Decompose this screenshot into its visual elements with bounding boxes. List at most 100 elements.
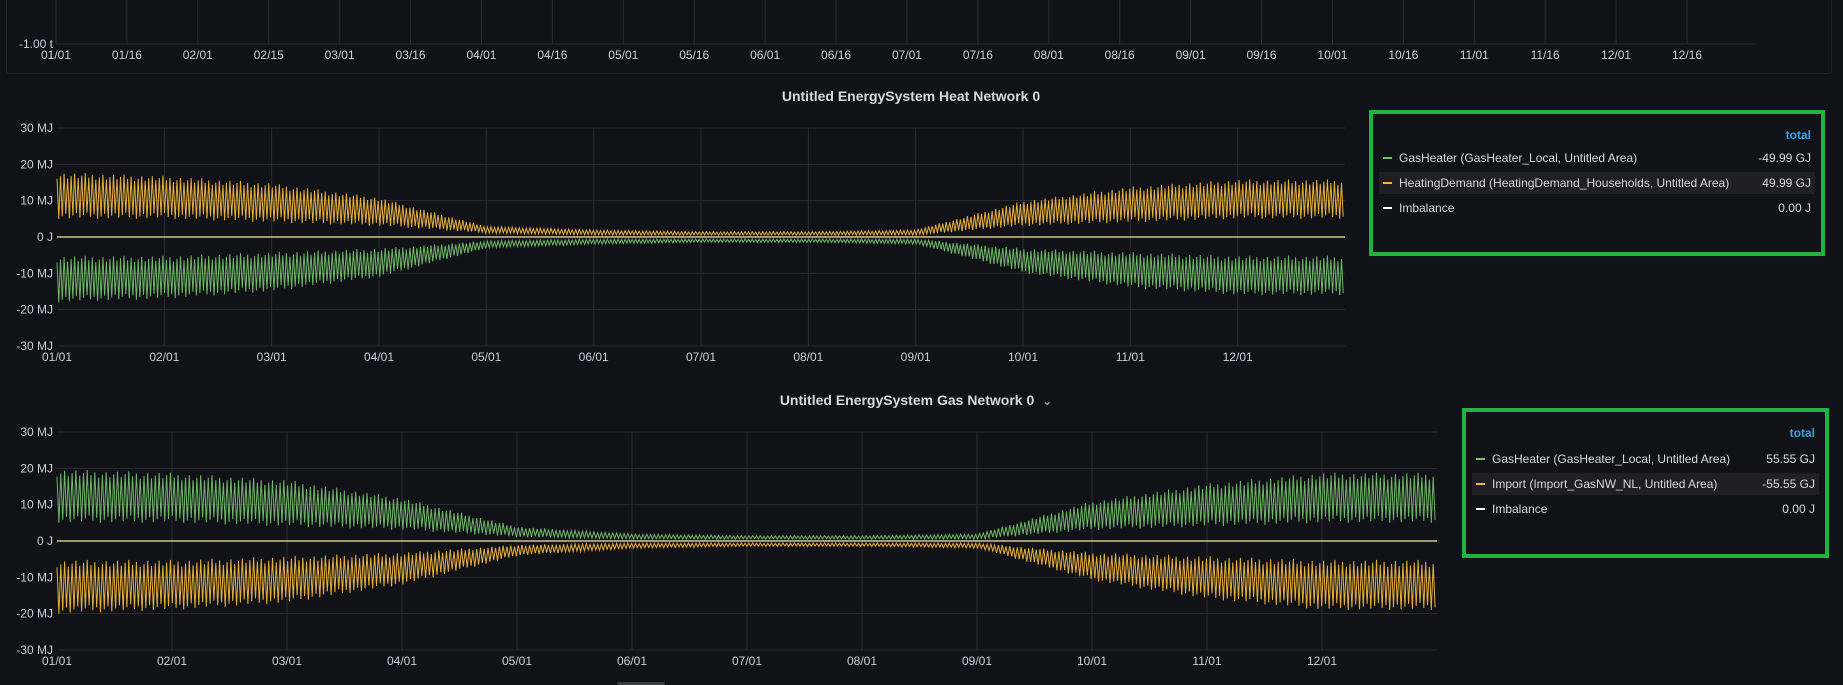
x-tick-label: 03/16 (396, 48, 426, 62)
legend-series-total: -49.99 GJ (1758, 151, 1811, 165)
x-tick-label: 08/01 (1034, 48, 1064, 62)
y-tick-label: -20 MJ (16, 607, 53, 621)
x-tick-label: 05/01 (502, 654, 532, 668)
top-panel: 01/01 01/16 02/01 02/15 03/01 03/16 04/01 04/16… (6, 0, 1832, 74)
x-tick-label: 07/16 (963, 48, 993, 62)
x-tick-label: 02/01 (157, 654, 187, 668)
series-line (56, 173, 1344, 237)
gas-legend-row-imbalance[interactable]: Imbalance 0.00 J (1472, 498, 1819, 520)
x-tick-label: 10/01 (1008, 350, 1038, 364)
x-tick-label: 06/16 (821, 48, 851, 62)
x-tick-label: 05/01 (471, 350, 501, 364)
gasheater-swatch-icon (1383, 157, 1392, 159)
x-tick-label: 09/01 (962, 654, 992, 668)
scrollbar-thumb[interactable] (617, 682, 665, 685)
import-swatch-icon (1476, 483, 1485, 485)
heat-panel-title[interactable]: Untitled EnergySystem Heat Network 0 (782, 88, 1040, 104)
heat-legend-row-heatingdemand[interactable]: HeatingDemand (HeatingDemand_Households,… (1379, 172, 1815, 194)
x-tick-label: 10/16 (1388, 48, 1418, 62)
x-tick-label: 11/01 (1460, 48, 1489, 62)
y-tick-label: 0 J (37, 534, 53, 548)
x-tick-label: 03/01 (272, 654, 302, 668)
top-chart: 01/01 01/16 02/01 02/15 03/01 03/16 04/01 04/16… (19, 0, 1757, 62)
x-tick-label: 08/01 (793, 350, 823, 364)
x-tick-label: 04/01 (364, 350, 394, 364)
imbalance-swatch-icon (1476, 508, 1485, 510)
legend-series-total: -55.55 GJ (1762, 477, 1815, 491)
x-tick-label: 08/01 (847, 654, 877, 668)
legend-series-total: 0.00 J (1778, 201, 1811, 215)
gas-panel-title-text: Untitled EnergySystem Gas Network 0 (779, 392, 1035, 408)
legend-series-name: GasHeater (GasHeater_Local, Untitled Are… (1492, 452, 1731, 466)
legend-series-name: HeatingDemand (HeatingDemand_Households,… (1399, 176, 1730, 190)
heatingdemand-swatch-icon (1383, 182, 1392, 184)
x-tick-label: 03/01 (325, 48, 355, 62)
x-tick-label: 07/01 (686, 350, 716, 364)
x-tick-label: 01/01 (42, 350, 72, 364)
gas-legend-row-import[interactable]: Import (Import_GasNW_NL, Untitled Area) … (1472, 473, 1819, 495)
x-tick-label: 02/01 (183, 48, 213, 62)
x-tick-label: 03/01 (257, 350, 287, 364)
y-tick-label: -20 MJ (16, 303, 53, 317)
heat-legend-row-gasheater[interactable]: GasHeater (GasHeater_Local, Untitled Are… (1379, 147, 1815, 169)
series-line (56, 237, 1344, 303)
x-tick-label: 06/01 (579, 350, 609, 364)
legend-series-name: Imbalance (1399, 201, 1455, 215)
series-line (56, 541, 1436, 614)
x-tick-label: 11/01 (1116, 350, 1145, 364)
y-tick-label: 30 MJ (20, 121, 53, 135)
x-tick-label: 04/01 (466, 48, 496, 62)
heat-chart[interactable]: 30 MJ 20 MJ 10 MJ 0 J -10 MJ -20 MJ -30 MJ01/0… (0, 118, 1360, 368)
gas-chart[interactable]: 30 MJ 20 MJ 10 MJ 0 J -10 MJ -20 MJ -30 MJ01/0… (0, 422, 1450, 680)
x-tick-label: 01/01 (42, 654, 72, 668)
x-tick-label: 08/16 (1105, 48, 1135, 62)
y-tick-label: 30 MJ (20, 425, 53, 439)
legend-series-name: Import (Import_GasNW_NL, Untitled Area) (1492, 477, 1718, 491)
x-tick-label: 07/01 (732, 654, 762, 668)
heat-legend-total-header[interactable]: total (1785, 128, 1811, 142)
x-tick-label: 05/01 (608, 48, 638, 62)
imbalance-swatch-icon (1383, 207, 1392, 209)
y-tick-label: -10 MJ (16, 266, 53, 280)
x-tick-label: 09/16 (1247, 48, 1277, 62)
gasheater-swatch-icon (1476, 458, 1485, 460)
gas-panel-title[interactable]: Untitled EnergySystem Gas Network 0 ⌄ (780, 392, 1052, 408)
x-tick-label: 12/01 (1601, 48, 1631, 62)
y-tick-label: -1.00 t (19, 37, 54, 51)
legend-series-total: 49.99 GJ (1762, 176, 1811, 190)
heat-panel-title-text: Untitled EnergySystem Heat Network 0 (781, 88, 1041, 104)
legend-series-name: GasHeater (GasHeater_Local, Untitled Are… (1399, 151, 1638, 165)
chevron-down-icon[interactable]: ⌄ (1042, 394, 1053, 408)
x-tick-label: 11/01 (1192, 654, 1221, 668)
x-tick-label: 04/16 (537, 48, 567, 62)
x-tick-label: 09/01 (901, 350, 931, 364)
x-tick-label: 10/01 (1077, 654, 1107, 668)
x-tick-label: 12/01 (1223, 350, 1253, 364)
y-tick-label: 10 MJ (20, 498, 53, 512)
legend-series-total: 55.55 GJ (1766, 452, 1815, 466)
y-tick-label: -10 MJ (16, 570, 53, 584)
x-tick-label: 11/16 (1531, 48, 1560, 62)
x-tick-label: 02/01 (149, 350, 179, 364)
y-tick-label: 20 MJ (20, 157, 53, 171)
y-tick-label: -30 MJ (16, 339, 53, 353)
x-tick-label: 01/16 (112, 48, 142, 62)
x-tick-label: 12/01 (1307, 654, 1337, 668)
y-tick-label: 10 MJ (20, 194, 53, 208)
legend-series-name: Imbalance (1492, 502, 1548, 516)
gas-legend-row-gasheater[interactable]: GasHeater (GasHeater_Local, Untitled Are… (1472, 448, 1819, 470)
x-tick-label: 06/01 (617, 654, 647, 668)
x-tick-label: 05/16 (679, 48, 709, 62)
heat-legend: total GasHeater (GasHeater_Local, Untitl… (1369, 110, 1825, 256)
x-tick-label: 06/01 (750, 48, 780, 62)
y-tick-label: 20 MJ (20, 461, 53, 475)
x-tick-label: 07/01 (892, 48, 922, 62)
y-tick-label: -30 MJ (16, 643, 53, 657)
legend-series-total: 0.00 J (1782, 502, 1815, 516)
y-tick-label: 0 J (37, 230, 53, 244)
gas-legend-total-header[interactable]: total (1789, 426, 1815, 440)
gas-legend: total GasHeater (GasHeater_Local, Untitl… (1462, 408, 1829, 558)
heat-legend-row-imbalance[interactable]: Imbalance 0.00 J (1379, 197, 1815, 219)
series-line (56, 469, 1436, 541)
x-tick-label: 09/01 (1176, 48, 1206, 62)
